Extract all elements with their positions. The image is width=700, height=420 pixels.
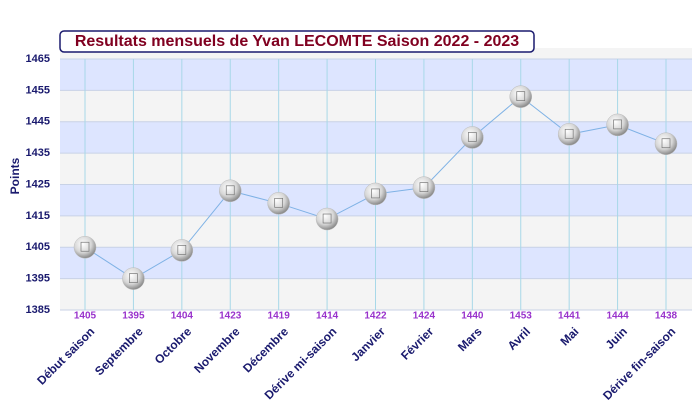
x-tick-label: Mars (455, 324, 485, 354)
y-tick-label: 1425 (26, 178, 50, 190)
x-tick-label: Octobre (152, 324, 195, 367)
point-marker (73, 236, 97, 259)
value-label: 1419 (268, 311, 291, 322)
point-marker (315, 207, 339, 231)
point-marker (122, 267, 145, 290)
point-marker (557, 123, 581, 146)
value-label: 1438 (655, 311, 678, 322)
y-tick-label: 1465 (26, 53, 50, 65)
y-tick-label: 1395 (26, 273, 50, 285)
marker-icon (274, 197, 284, 208)
marker-icon (225, 185, 235, 196)
point-marker (364, 182, 387, 206)
x-tick-label: Juin (603, 324, 630, 351)
value-label: 1395 (122, 311, 145, 322)
point-marker (509, 85, 532, 108)
marker-icon (129, 273, 138, 283)
y-tick-label: 1415 (26, 210, 50, 222)
point-marker (219, 179, 242, 203)
value-label: 1441 (558, 311, 581, 322)
point-marker (412, 176, 436, 199)
marker-icon (371, 188, 380, 199)
plot-top-strip (60, 48, 692, 59)
x-tick-label: Février (398, 324, 436, 362)
marker-icon (467, 132, 477, 142)
value-label: 1404 (171, 311, 194, 322)
x-tick-label: Novembre (191, 324, 243, 376)
x-tick-label: Décembre (240, 324, 291, 375)
marker-icon (322, 213, 332, 224)
marker-icon (564, 128, 574, 139)
value-label: 1423 (219, 311, 242, 322)
marker-icon (661, 138, 671, 149)
value-label: 1424 (413, 311, 436, 322)
value-label: 1444 (606, 311, 629, 322)
value-label: 1440 (461, 311, 484, 322)
y-tick-label: 1445 (26, 116, 50, 128)
y-tick-label: 1385 (26, 304, 50, 316)
marker-icon (80, 241, 90, 252)
point-marker (654, 132, 678, 155)
marker-icon (516, 91, 526, 102)
x-tick-label: Septembre (92, 324, 146, 378)
x-tick-label: Début saison (34, 324, 97, 387)
y-tick-label: 1435 (26, 147, 50, 159)
value-label: 1422 (364, 311, 387, 322)
marker-icon (419, 182, 429, 192)
point-marker (267, 192, 290, 215)
x-tick-label: Avril (505, 324, 533, 352)
marker-icon (613, 119, 622, 130)
y-tick-label: 1455 (26, 84, 50, 96)
point-marker (606, 113, 629, 137)
y-tick-label: 1405 (26, 241, 50, 253)
value-label: 1414 (316, 311, 339, 322)
title-box (59, 30, 535, 53)
point-marker (170, 239, 194, 262)
value-label: 1405 (74, 311, 97, 322)
marker-icon (177, 245, 187, 255)
value-label: 1453 (510, 311, 533, 322)
x-tick-label: Mai (557, 324, 581, 348)
y-axis-label: Points (8, 157, 22, 194)
point-marker (461, 126, 484, 149)
chart-title: Resultats mensuels de Yvan LECOMTE Saiso… (75, 33, 519, 50)
x-tick-label: Janvier (348, 324, 388, 364)
